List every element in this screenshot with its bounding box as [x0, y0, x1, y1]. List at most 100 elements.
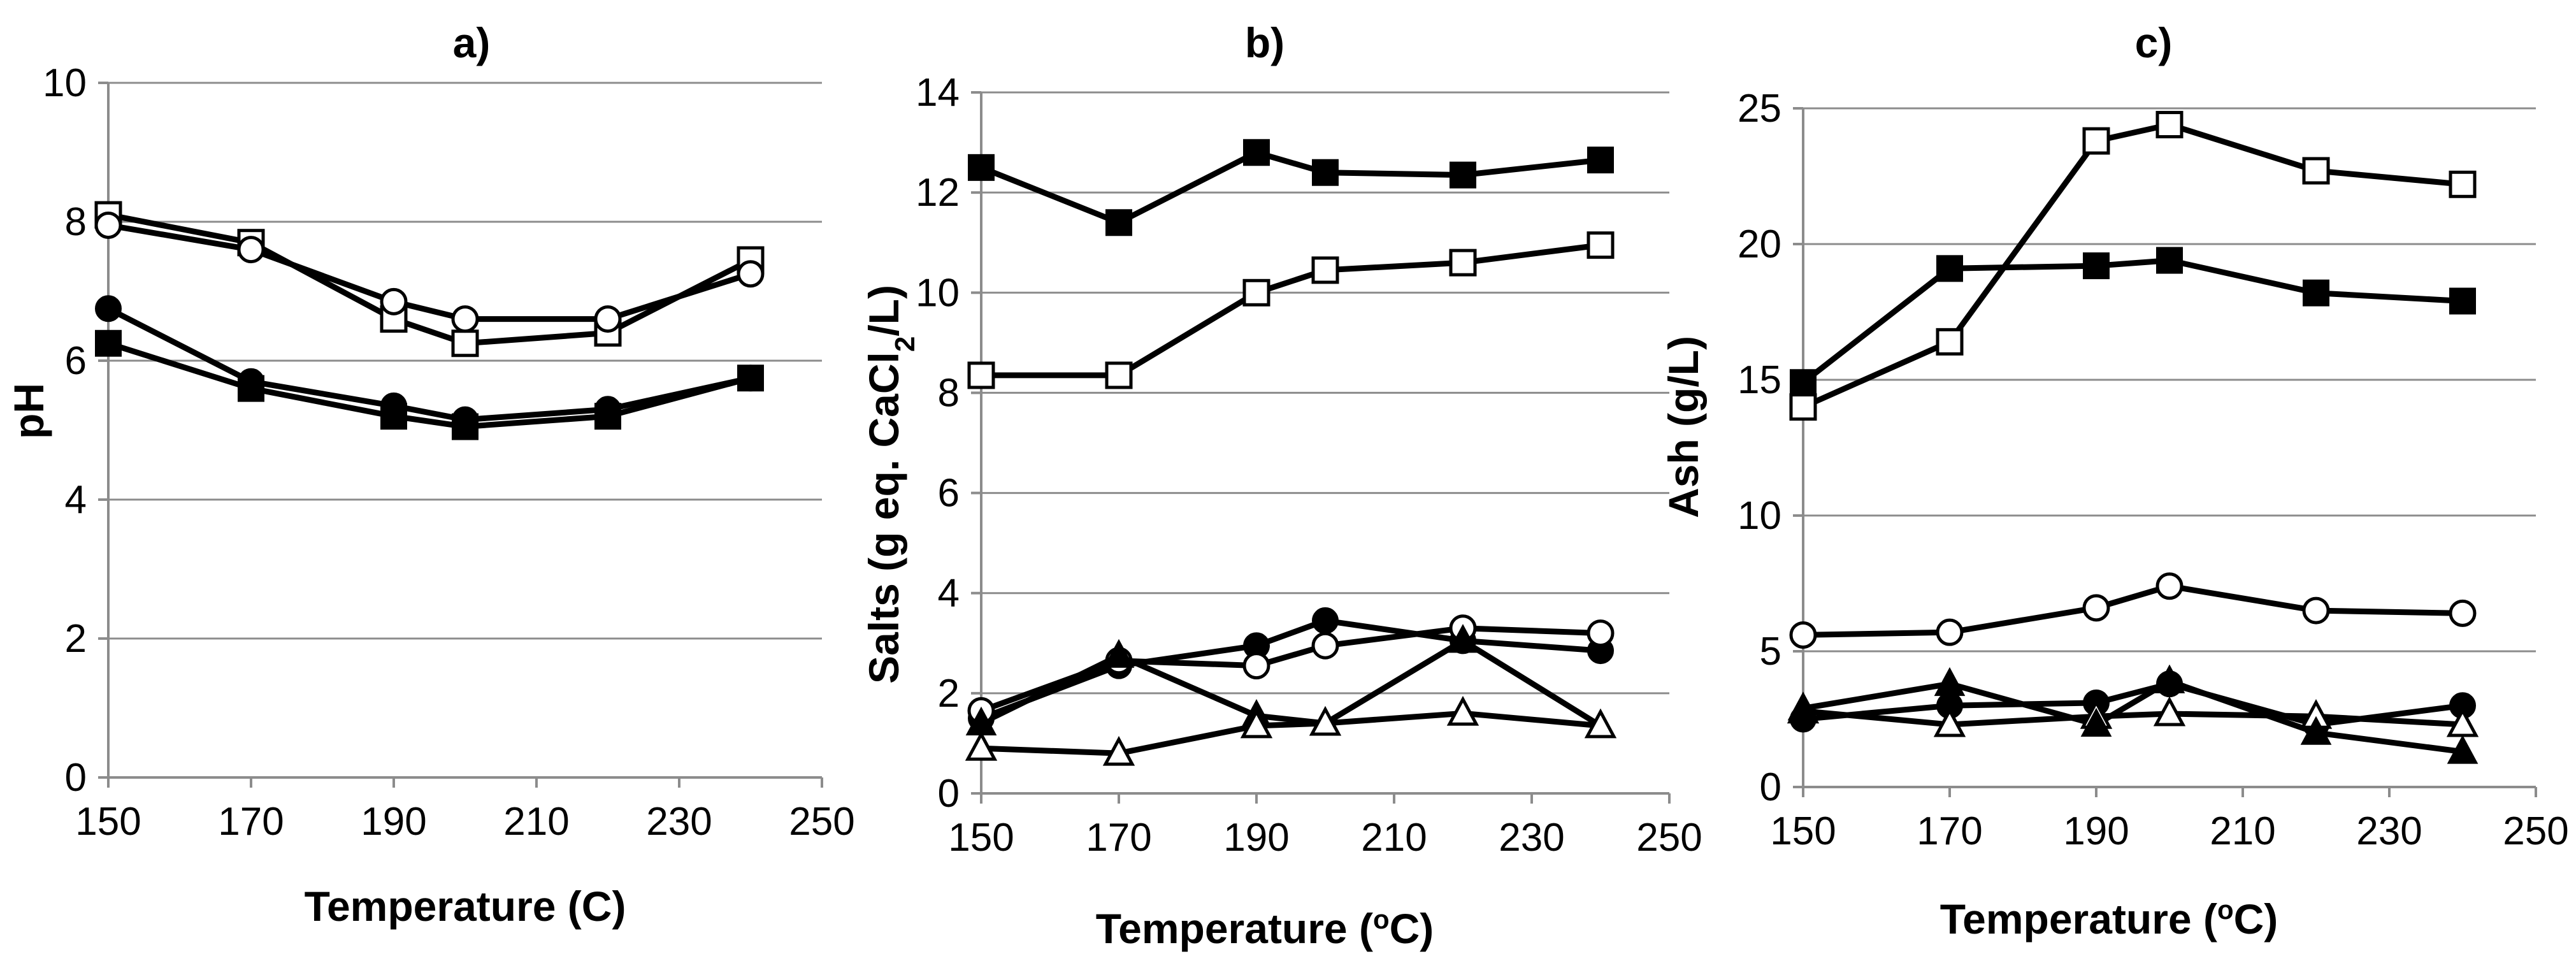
panel-c-point-filled-square — [1790, 369, 1817, 396]
panel-c-point-open-circle — [1936, 618, 1964, 646]
panel-a-point-open-square — [451, 329, 479, 358]
panel-b-xtick-label: 250 — [1636, 816, 1702, 860]
panel-c-point-filled-triangle — [2447, 735, 2479, 764]
panel-b-point-filled-square — [1587, 147, 1614, 174]
panel-b-xtick-label: 210 — [1361, 816, 1427, 860]
panel-a-point-open-circle — [594, 305, 622, 333]
panel-c-ytick-label: 20 — [1738, 222, 1781, 266]
panel-a-series-open-circle — [108, 222, 752, 322]
panel-c-tick-labels: 0 5 10 15 20 25 150 170 190 210 230 250 — [1738, 87, 2569, 853]
panel-b-ytick-label: 0 — [938, 772, 960, 816]
panel-a-ylabel: pH — [5, 383, 52, 439]
panel-b-xtick-label: 150 — [948, 816, 1014, 860]
panel-a-point-filled-square — [238, 375, 264, 402]
panel-c-axes — [1793, 107, 2537, 797]
panel-b-salts: b) Temperature (oC) Salts (g eq. CaCl2/L… — [860, 19, 1702, 952]
panel-b-point-open-triangle — [1309, 705, 1342, 736]
panel-c-series — [1787, 111, 2479, 764]
panel-a-series — [94, 201, 765, 440]
panel-b-point-filled-triangle — [1447, 624, 1479, 653]
panel-c-series-filled-circle — [1802, 681, 2463, 728]
panel-b-ytick-label: 2 — [938, 672, 960, 716]
panel-a-series-filled-square — [107, 340, 752, 430]
panel-b-point-open-square — [967, 361, 995, 389]
panel-b-point-open-square — [1449, 249, 1477, 277]
panel-b-point-open-square — [1311, 256, 1339, 284]
panel-c-ytick-label: 0 — [1760, 765, 1781, 809]
panel-c-point-filled-triangle — [2300, 716, 2332, 745]
panel-b-point-filled-square — [1312, 159, 1339, 186]
panel-b-point-open-triangle — [1584, 708, 1617, 739]
panel-c-ytick-label: 10 — [1738, 494, 1781, 538]
panel-a-ytick-label: 8 — [65, 200, 87, 244]
panel-a-point-open-circle — [737, 260, 765, 288]
panel-b-title: b) — [1245, 19, 1284, 66]
panel-a-point-filled-square — [737, 365, 764, 392]
panel-c-xtick-label: 170 — [1917, 809, 1982, 853]
panel-c-series-filled-triangle — [1802, 678, 2463, 755]
panel-b-point-open-circle — [1311, 632, 1339, 660]
panel-b-series-open-triangle — [981, 710, 1601, 756]
panel-a-point-open-circle — [94, 211, 122, 239]
panel-b-point-open-circle — [1242, 652, 1270, 680]
panel-a-xtick-label: 190 — [361, 800, 426, 844]
panel-c-point-open-circle — [2155, 572, 2184, 600]
panel-b-ylabel: Salts (g eq. CaCl2/L) — [860, 285, 921, 684]
panel-c-series-filled-square — [1801, 257, 2463, 385]
panel-b-ytick-label: 10 — [916, 271, 960, 315]
panel-c-xtick-label: 190 — [2063, 809, 2129, 853]
panel-c-xlabel: Temperature (oC) — [1940, 895, 2278, 943]
panel-b-ytick-label: 6 — [938, 472, 960, 516]
panel-c-point-open-circle — [2449, 599, 2477, 627]
panel-c-ylabel: Ash (g/L) — [1660, 336, 1707, 518]
panel-b-series-filled-triangle — [980, 637, 1602, 728]
panel-c-point-open-circle — [2082, 594, 2110, 622]
panel-c-ytick-label: 25 — [1738, 87, 1781, 131]
panel-a-xtick-label: 150 — [75, 800, 141, 844]
panel-c-point-filled-square — [2083, 252, 2110, 280]
panel-a-tick-labels: 0 2 4 6 8 10 150 170 190 210 230 250 — [43, 61, 855, 844]
panel-a-point-filled-square — [594, 403, 621, 430]
panel-b-ytick-label: 4 — [938, 572, 960, 616]
panel-a-ytick-label: 0 — [65, 756, 87, 800]
panel-c-ash: c) Temperature (oC) Ash (g/L) 0 5 10 15 20 25… — [1660, 19, 2569, 943]
panel-c-point-filled-square — [2303, 279, 2329, 307]
panel-c-xtick-label: 230 — [2356, 809, 2422, 853]
panel-a-title: a) — [453, 19, 491, 66]
panel-c-xtick-label: 250 — [2503, 809, 2568, 853]
panel-c-ytick-label: 15 — [1738, 358, 1781, 402]
panel-a-xtick-label: 250 — [789, 800, 854, 844]
panel-b-point-open-circle — [1587, 619, 1615, 647]
panel-c-point-open-triangle — [1933, 707, 1966, 737]
panel-a-point-open-circle — [380, 287, 408, 315]
panel-b-point-filled-square — [1450, 161, 1476, 189]
panel-a-series-filled-circle — [106, 306, 751, 423]
panel-b-grid — [981, 91, 1669, 695]
panel-b-series-filled-square — [980, 149, 1601, 226]
panel-c-point-filled-square — [2449, 287, 2476, 315]
panel-b-ytick-label: 12 — [916, 171, 960, 215]
panel-a-series-open-square — [108, 212, 752, 347]
panel-b-point-open-triangle — [1240, 708, 1273, 739]
panel-c-xtick-label: 150 — [1770, 809, 1836, 853]
panel-b-point-filled-triangle — [1103, 639, 1135, 668]
panel-b-tick-labels: 0 2 4 6 8 10 12 14 150 170 190 210 230 250 — [916, 71, 1702, 860]
panel-c-point-open-square — [2155, 111, 2184, 139]
panel-c-point-open-circle — [2302, 596, 2330, 625]
panel-a-xtick-label: 210 — [503, 800, 569, 844]
panel-b-point-filled-square — [1243, 139, 1270, 166]
panel-b-series-open-square — [981, 242, 1601, 379]
panel-b-point-open-triangle — [965, 731, 998, 761]
panel-c-point-open-circle — [1789, 621, 1817, 649]
panel-c-series-open-triangle — [1802, 708, 2463, 728]
panel-b-series — [965, 139, 1617, 766]
panel-a-point-filled-square — [452, 413, 479, 440]
panel-a-xtick-label: 170 — [218, 800, 284, 844]
panel-c-point-open-square — [2082, 127, 2110, 155]
panel-c-point-open-square — [1936, 328, 1964, 356]
panel-a-ytick-label: 2 — [65, 617, 87, 661]
panel-c-series-open-circle — [1802, 583, 2463, 638]
panel-a-xtick-label: 230 — [646, 800, 712, 844]
panel-a-ytick-label: 6 — [65, 339, 87, 383]
panel-c-point-filled-square — [1936, 255, 1963, 282]
